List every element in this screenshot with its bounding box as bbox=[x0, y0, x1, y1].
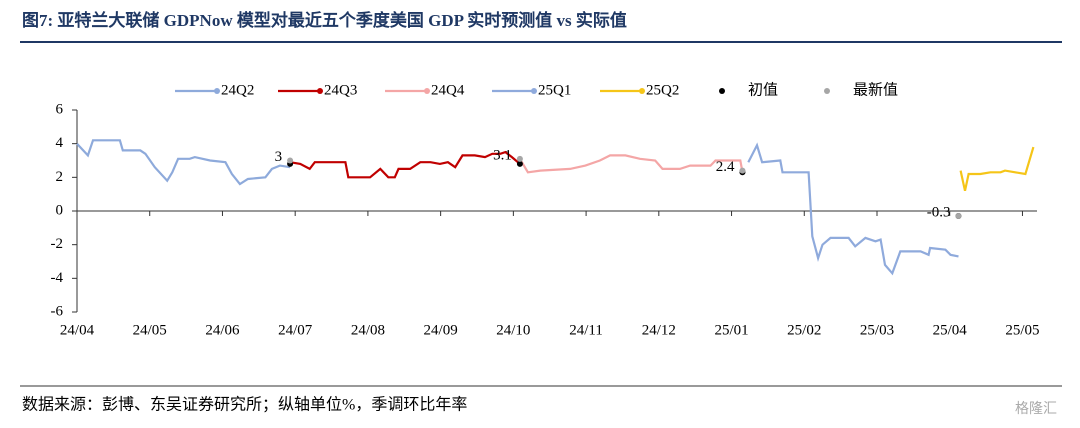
series-line bbox=[289, 150, 521, 179]
legend-label: 25Q1 bbox=[538, 82, 571, 98]
legend-marker bbox=[531, 88, 537, 94]
legend-marker bbox=[214, 88, 220, 94]
data-label: 2.4 bbox=[716, 159, 735, 175]
x-tick-label: 24/09 bbox=[424, 322, 458, 338]
y-tick-label: -2 bbox=[51, 236, 64, 252]
x-tick-label: 25/02 bbox=[787, 322, 821, 338]
x-tick-label: 24/07 bbox=[278, 322, 313, 338]
series-line bbox=[76, 139, 291, 186]
y-tick-label: -6 bbox=[51, 303, 64, 319]
x-tick-label: 24/12 bbox=[642, 322, 676, 338]
data-label: -0.3 bbox=[927, 204, 951, 220]
x-tick-label: 25/04 bbox=[933, 322, 968, 338]
data-point bbox=[739, 167, 746, 174]
legend-label: 24Q3 bbox=[324, 82, 357, 98]
legend-marker bbox=[639, 88, 645, 94]
y-tick-label: -4 bbox=[51, 270, 64, 286]
y-tick-label: 0 bbox=[56, 202, 64, 218]
data-point bbox=[955, 213, 962, 220]
x-tick-label: 24/11 bbox=[569, 322, 603, 338]
x-tick-label: 24/05 bbox=[133, 322, 167, 338]
legend-label: 24Q4 bbox=[431, 82, 465, 98]
data-point bbox=[287, 157, 294, 164]
y-tick-label: 4 bbox=[56, 135, 64, 151]
x-tick-label: 24/04 bbox=[60, 322, 95, 338]
x-tick-label: 25/05 bbox=[1005, 322, 1039, 338]
legend-label: 初值 bbox=[748, 81, 778, 98]
series-line bbox=[747, 142, 959, 276]
legend-marker bbox=[824, 88, 830, 94]
x-tick-label: 25/03 bbox=[860, 322, 894, 338]
legend-marker bbox=[317, 88, 323, 94]
data-label: 3 bbox=[275, 149, 283, 165]
x-tick-label: 24/08 bbox=[351, 322, 385, 338]
series-line bbox=[518, 154, 744, 174]
data-label: 3.1 bbox=[493, 147, 512, 163]
x-tick-label: 24/06 bbox=[205, 322, 240, 338]
data-point bbox=[516, 155, 523, 162]
x-tick-label: 25/01 bbox=[714, 322, 748, 338]
x-tick-label: 24/10 bbox=[496, 322, 530, 338]
y-tick-label: 2 bbox=[56, 169, 64, 185]
chart-title: 图7: 亚特兰大联储 GDPNow 模型对最近五个季度美国 GDP 实时预测值 … bbox=[22, 10, 627, 30]
data-point bbox=[516, 160, 523, 167]
legend-label: 24Q2 bbox=[221, 82, 254, 98]
legend-marker bbox=[424, 88, 430, 94]
y-tick-label: 6 bbox=[56, 101, 64, 117]
watermark: 格隆汇 bbox=[1015, 401, 1057, 417]
series-line bbox=[959, 146, 1035, 192]
legend-label: 最新值 bbox=[853, 81, 898, 98]
legend-marker bbox=[719, 88, 725, 94]
legend-label: 25Q2 bbox=[646, 82, 679, 98]
source: 数据来源：彭博、东吴证券研究所；纵轴单位%，季调环比年率 bbox=[22, 396, 467, 414]
